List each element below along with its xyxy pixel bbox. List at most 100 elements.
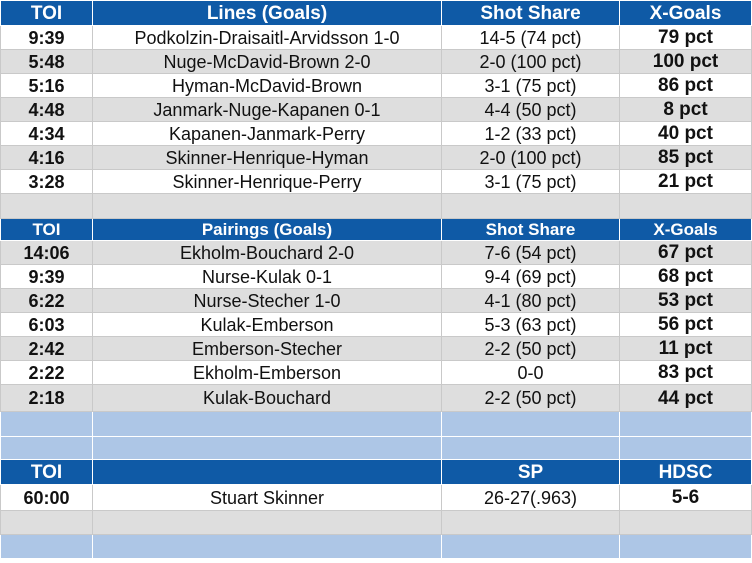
spacer-cell	[619, 510, 752, 535]
xgoals-cell: 100 pct	[619, 49, 752, 74]
line-name-cell: Janmark-Nuge-Kapanen 0-1	[92, 97, 442, 122]
xgoals-cell: 8 pct	[619, 97, 752, 122]
toi-cell: 2:22	[0, 360, 93, 385]
table-row: 4:48 Janmark-Nuge-Kapanen 0-1 4-4 (50 pc…	[0, 97, 752, 122]
pairings-header-name: Pairings (Goals)	[92, 218, 442, 241]
spacer-cell	[92, 436, 442, 460]
table-row: 3:28 Skinner-Henrique-Perry 3-1 (75 pct)…	[0, 169, 752, 194]
toi-cell: 4:16	[0, 145, 93, 170]
spacer-cell	[0, 193, 93, 219]
toi-cell: 2:42	[0, 336, 93, 361]
toi-cell: 6:03	[0, 312, 93, 337]
xgoals-cell: 83 pct	[619, 360, 752, 385]
xgoals-cell: 40 pct	[619, 121, 752, 146]
spacer-cell	[0, 510, 93, 535]
pairings-header-toi: TOI	[0, 218, 93, 241]
goalie-header-toi: TOI	[0, 459, 93, 485]
table-row: 4:16 Skinner-Henrique-Hyman 2-0 (100 pct…	[0, 145, 752, 170]
spacer-cell	[92, 510, 442, 535]
spacer-cell	[441, 193, 620, 219]
shot-share-cell: 2-0 (100 pct)	[441, 49, 620, 74]
xgoals-cell: 85 pct	[619, 145, 752, 170]
spacer-cell	[92, 534, 442, 559]
toi-cell: 5:16	[0, 73, 93, 98]
xgoals-cell: 79 pct	[619, 25, 752, 50]
pairings-header-share: Shot Share	[441, 218, 620, 241]
xgoals-cell: 21 pct	[619, 169, 752, 194]
table-row: 2:22 Ekholm-Emberson 0-0 83 pct	[0, 360, 752, 385]
xgoals-cell: 67 pct	[619, 240, 752, 265]
spacer-cell	[441, 510, 620, 535]
spacer-cell	[619, 193, 752, 219]
toi-cell: 4:48	[0, 97, 93, 122]
shot-share-cell: 2-0 (100 pct)	[441, 145, 620, 170]
table-row: 6:22 Nurse-Stecher 1-0 4-1 (80 pct) 53 p…	[0, 288, 752, 313]
lines-header-row: TOI Lines (Goals) Shot Share X-Goals	[0, 0, 752, 26]
table-row: 2:42 Emberson-Stecher 2-2 (50 pct) 11 pc…	[0, 336, 752, 361]
line-name-cell: Hyman-McDavid-Brown	[92, 73, 442, 98]
shot-share-cell: 5-3 (63 pct)	[441, 312, 620, 337]
xgoals-cell: 56 pct	[619, 312, 752, 337]
table-row: 2:18 Kulak-Bouchard 2-2 (50 pct) 44 pct	[0, 384, 752, 412]
save-pct-cell: 26-27(.963)	[441, 484, 620, 511]
spacer-cell	[619, 436, 752, 460]
toi-cell: 5:48	[0, 49, 93, 74]
xgoals-cell: 86 pct	[619, 73, 752, 98]
toi-cell: 9:39	[0, 25, 93, 50]
toi-cell: 14:06	[0, 240, 93, 265]
spacer-cell	[0, 436, 93, 460]
lines-header-toi: TOI	[0, 0, 93, 26]
table-row: 14:06 Ekholm-Bouchard 2-0 7-6 (54 pct) 6…	[0, 240, 752, 265]
shot-share-cell: 1-2 (33 pct)	[441, 121, 620, 146]
shot-share-cell: 7-6 (54 pct)	[441, 240, 620, 265]
lines-header-xg: X-Goals	[619, 0, 752, 26]
spacer-cell	[619, 411, 752, 437]
shot-share-cell: 4-1 (80 pct)	[441, 288, 620, 313]
goalie-header-sp: SP	[441, 459, 620, 485]
pairing-name-cell: Kulak-Bouchard	[92, 384, 442, 412]
goalie-header-name	[92, 459, 442, 485]
shot-share-cell: 4-4 (50 pct)	[441, 97, 620, 122]
spacer-row	[0, 510, 752, 535]
shot-share-cell: 0-0	[441, 360, 620, 385]
pairing-name-cell: Emberson-Stecher	[92, 336, 442, 361]
pairing-name-cell: Ekholm-Bouchard 2-0	[92, 240, 442, 265]
shot-share-cell: 2-2 (50 pct)	[441, 384, 620, 412]
spacer-cell	[92, 411, 442, 437]
spacer-cell	[441, 436, 620, 460]
goalie-header-hdsc: HDSC	[619, 459, 752, 485]
xgoals-cell: 11 pct	[619, 336, 752, 361]
spacer-cell	[441, 534, 620, 559]
spacer-cell	[92, 193, 442, 219]
shot-share-cell: 3-1 (75 pct)	[441, 73, 620, 98]
line-name-cell: Podkolzin-Draisaitl-Arvidsson 1-0	[92, 25, 442, 50]
hdsc-cell: 5-6	[619, 484, 752, 511]
line-name-cell: Skinner-Henrique-Hyman	[92, 145, 442, 170]
pairings-header-row: TOI Pairings (Goals) Shot Share X-Goals	[0, 218, 752, 241]
spacer-cell	[619, 534, 752, 559]
pairing-name-cell: Nurse-Stecher 1-0	[92, 288, 442, 313]
pairing-name-cell: Ekholm-Emberson	[92, 360, 442, 385]
line-name-cell: Nuge-McDavid-Brown 2-0	[92, 49, 442, 74]
spacer-row	[0, 411, 752, 437]
xgoals-cell: 68 pct	[619, 264, 752, 289]
xgoals-cell: 53 pct	[619, 288, 752, 313]
spacer-cell	[441, 411, 620, 437]
shot-share-cell: 9-4 (69 pct)	[441, 264, 620, 289]
xgoals-cell: 44 pct	[619, 384, 752, 412]
line-name-cell: Kapanen-Janmark-Perry	[92, 121, 442, 146]
pairings-header-xg: X-Goals	[619, 218, 752, 241]
toi-cell: 3:28	[0, 169, 93, 194]
toi-cell: 6:22	[0, 288, 93, 313]
line-name-cell: Skinner-Henrique-Perry	[92, 169, 442, 194]
table-row: 9:39 Podkolzin-Draisaitl-Arvidsson 1-0 1…	[0, 25, 752, 50]
toi-cell: 2:18	[0, 384, 93, 412]
pairing-name-cell: Kulak-Emberson	[92, 312, 442, 337]
table-row: 9:39 Nurse-Kulak 0-1 9-4 (69 pct) 68 pct	[0, 264, 752, 289]
spacer-cell	[0, 411, 93, 437]
spacer-row	[0, 436, 752, 460]
toi-cell: 60:00	[0, 484, 93, 511]
table-row: 60:00 Stuart Skinner 26-27(.963) 5-6	[0, 484, 752, 511]
lines-header-share: Shot Share	[441, 0, 620, 26]
